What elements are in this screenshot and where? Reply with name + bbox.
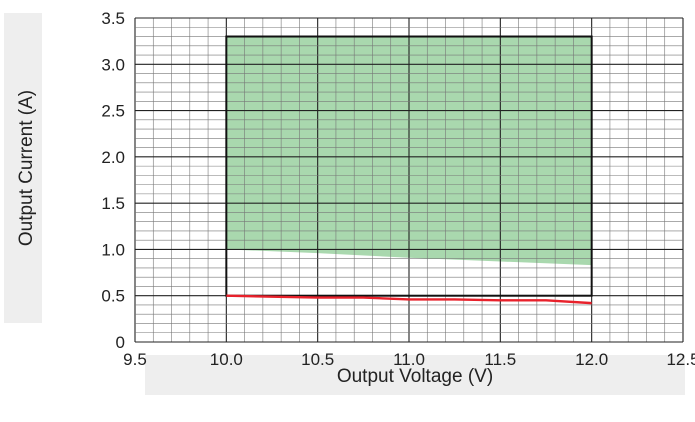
grid bbox=[134, 17, 684, 343]
y-tick-label: 1.0 bbox=[101, 240, 125, 259]
operating-region-boundary bbox=[225, 35, 593, 297]
y-tick-label: 3.5 bbox=[101, 9, 125, 28]
y-axis-title-background bbox=[4, 13, 42, 323]
x-tick-label: 10.5 bbox=[301, 350, 334, 369]
y-tick-label: 3.0 bbox=[101, 55, 125, 74]
min-load-line bbox=[226, 294, 592, 305]
y-axis-title: Output Current (A) bbox=[16, 90, 37, 246]
tick-labels: 9.5 10.0 10.5 11.0 11.5 12.0 12.5 0 0.5 1.0 1.5 2.0… bbox=[101, 9, 695, 369]
x-tick-label: 12.0 bbox=[575, 350, 608, 369]
y-tick-label: 2.5 bbox=[101, 102, 125, 121]
operating-region-layer bbox=[225, 35, 593, 297]
min-load-line-layer bbox=[226, 294, 592, 305]
y-tick-label: 0 bbox=[116, 333, 125, 352]
x-axis-title-background bbox=[145, 355, 685, 395]
x-tick-label: 12.5 bbox=[666, 350, 695, 369]
y-tick-label: 1.5 bbox=[101, 194, 125, 213]
y-tick-label: 2.0 bbox=[101, 148, 125, 167]
x-tick-label: 11.0 bbox=[393, 350, 425, 369]
x-axis-title: Output Voltage (V) bbox=[337, 366, 493, 387]
x-tick-label: 11.5 bbox=[484, 350, 516, 369]
x-tick-label: 10.0 bbox=[210, 350, 243, 369]
x-tick-label: 9.5 bbox=[123, 350, 147, 369]
y-tick-label: 0.5 bbox=[101, 287, 125, 306]
